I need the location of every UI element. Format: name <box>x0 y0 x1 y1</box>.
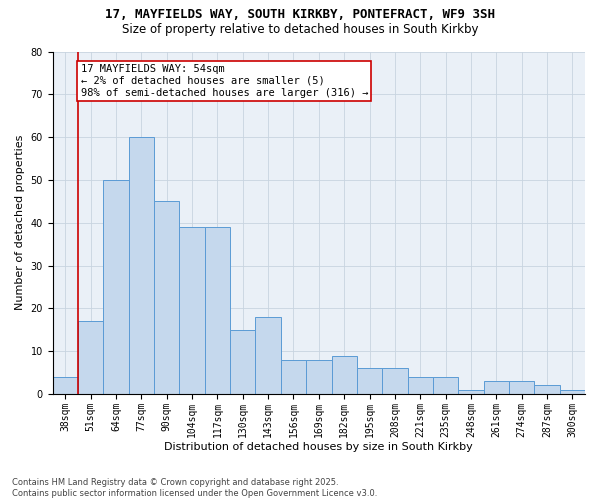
Text: 17, MAYFIELDS WAY, SOUTH KIRKBY, PONTEFRACT, WF9 3SH: 17, MAYFIELDS WAY, SOUTH KIRKBY, PONTEFR… <box>105 8 495 20</box>
Y-axis label: Number of detached properties: Number of detached properties <box>15 135 25 310</box>
Text: Size of property relative to detached houses in South Kirkby: Size of property relative to detached ho… <box>122 22 478 36</box>
Bar <box>357 368 382 394</box>
Bar <box>154 202 179 394</box>
Bar <box>179 227 205 394</box>
Text: 17 MAYFIELDS WAY: 54sqm
← 2% of detached houses are smaller (5)
98% of semi-deta: 17 MAYFIELDS WAY: 54sqm ← 2% of detached… <box>80 64 368 98</box>
Bar <box>433 377 458 394</box>
Bar <box>281 360 306 394</box>
Text: Contains HM Land Registry data © Crown copyright and database right 2025.
Contai: Contains HM Land Registry data © Crown c… <box>12 478 377 498</box>
Bar <box>332 356 357 394</box>
Bar <box>382 368 407 394</box>
Bar <box>230 330 256 394</box>
Bar <box>484 381 509 394</box>
X-axis label: Distribution of detached houses by size in South Kirkby: Distribution of detached houses by size … <box>164 442 473 452</box>
Bar <box>256 317 281 394</box>
Bar <box>205 227 230 394</box>
Bar <box>458 390 484 394</box>
Bar <box>103 180 129 394</box>
Bar <box>535 386 560 394</box>
Bar <box>560 390 585 394</box>
Bar <box>53 377 78 394</box>
Bar <box>407 377 433 394</box>
Bar <box>306 360 332 394</box>
Bar <box>78 322 103 394</box>
Bar <box>129 137 154 394</box>
Bar <box>509 381 535 394</box>
